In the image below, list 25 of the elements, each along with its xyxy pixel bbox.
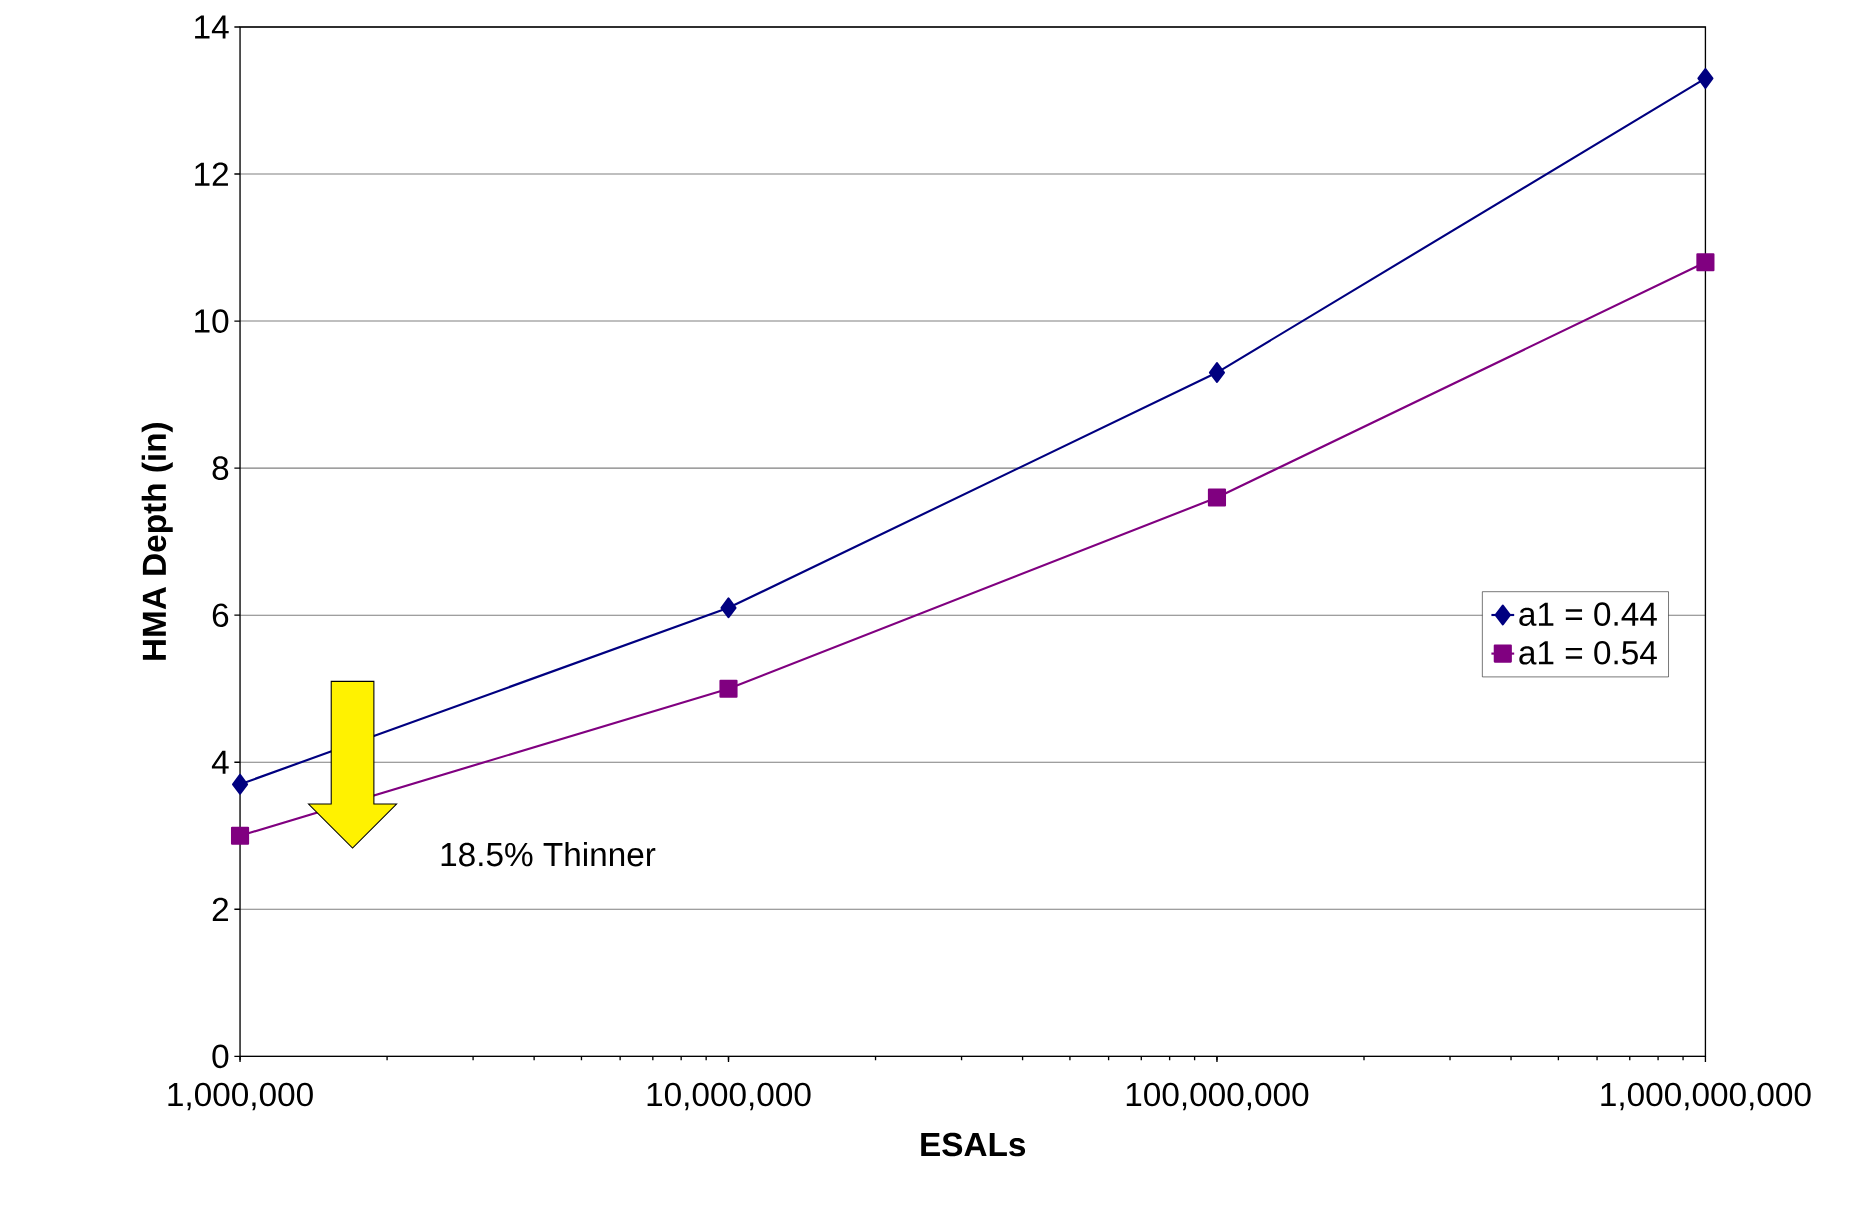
x-tick-label: 1,000,000,000 <box>1601 1082 1811 1111</box>
point <box>230 826 250 845</box>
point <box>720 597 737 619</box>
y-tick-label: 6 <box>212 603 229 627</box>
x-axis-title: ESALs <box>921 1132 1026 1157</box>
point <box>1696 253 1715 272</box>
y-tick-label: 0 <box>212 1044 229 1069</box>
point <box>719 679 738 698</box>
legend-label: a1 = 0.54 <box>1519 640 1657 665</box>
point <box>1208 362 1226 383</box>
point <box>231 773 249 795</box>
x-tick-label: 10,000,000 <box>647 1082 811 1111</box>
y-tick-label: 8 <box>212 456 229 480</box>
y-tick-label: 2 <box>212 897 228 921</box>
y-tick-label: 14 <box>195 15 229 39</box>
point <box>1207 488 1227 507</box>
x-tick-label: 100,000,000 <box>1126 1082 1309 1111</box>
annotation: 18.5% Thinner <box>441 841 656 867</box>
legend-label: a1 = 0.44 <box>1519 602 1657 626</box>
y-tick-label: 4 <box>211 750 229 774</box>
point <box>1697 68 1714 89</box>
x-tick-label: 1,000,000 <box>168 1082 313 1111</box>
y-axis-title: HMA Depth (in) <box>141 423 173 660</box>
y-tick-label: 10 <box>195 309 229 333</box>
y-tick-label: 12 <box>195 162 228 186</box>
